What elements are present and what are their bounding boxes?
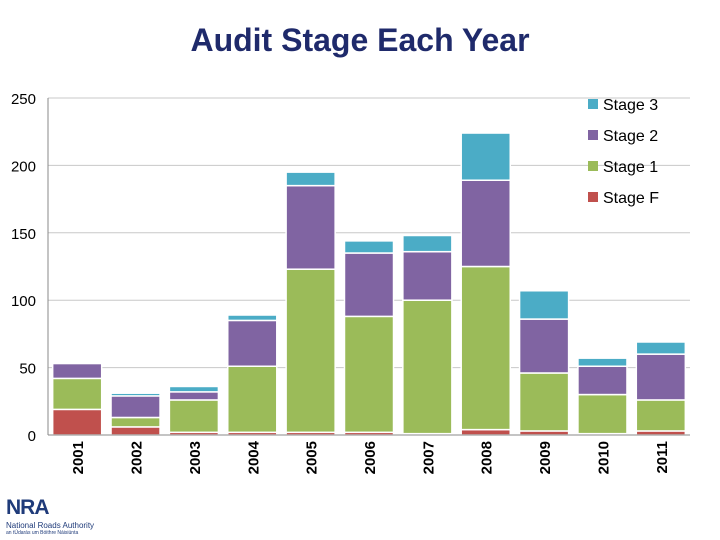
bar-segment-2004-stage-2 bbox=[227, 319, 278, 368]
x-tick-label: 2006 bbox=[362, 441, 379, 474]
x-tick-labels: 2001 2002 2003 2004 2005 2006 2007 2008 2009 2010… bbox=[70, 440, 671, 474]
bar-segment-2007-stage-2 bbox=[402, 250, 453, 301]
bar-segment-2010-stage-3 bbox=[577, 357, 628, 368]
x-tick-label: 2011 bbox=[654, 441, 671, 474]
legend-label: Stage F bbox=[603, 190, 659, 207]
bar-segment-2001-stage-1 bbox=[51, 377, 103, 411]
legend-swatch-stage-2 bbox=[588, 130, 598, 140]
y-tick-label: 150 bbox=[11, 226, 36, 243]
bar-segment-2003-stage-1 bbox=[168, 399, 220, 434]
bar-segment-2005-stage-2 bbox=[285, 184, 336, 270]
legend-label: Stage 1 bbox=[603, 159, 658, 176]
bar-segment-2001-stage-f bbox=[51, 408, 103, 436]
x-tick-label: 2008 bbox=[479, 441, 496, 474]
bar-segment-2004-stage-3 bbox=[227, 314, 278, 322]
y-tick-label: 250 bbox=[11, 91, 36, 108]
bar-segment-2007-stage-3 bbox=[402, 234, 453, 253]
bar-segment-2002-stage-3 bbox=[110, 392, 161, 397]
x-tick-label: 2001 bbox=[70, 441, 87, 474]
legend-label: Stage 2 bbox=[603, 128, 658, 145]
bar-segment-2006-stage-2 bbox=[343, 252, 395, 318]
y-tick-label: 200 bbox=[11, 158, 36, 175]
legend-swatch-stage-f bbox=[588, 192, 598, 202]
bar-segment-2006-stage-1 bbox=[343, 315, 395, 434]
bar-segment-2001-stage-2 bbox=[51, 362, 103, 380]
x-tick-label: 2010 bbox=[595, 441, 612, 474]
bar-segment-2008-stage-1 bbox=[460, 265, 511, 431]
bar-segment-2008-stage-2 bbox=[460, 179, 511, 268]
bar-segment-2005-stage-3 bbox=[285, 171, 336, 187]
logo-subtitle: National Roads Authority bbox=[6, 521, 95, 530]
bar-segment-2009-stage-3 bbox=[518, 290, 570, 320]
bars bbox=[51, 132, 687, 436]
bar-segment-2008-stage-f bbox=[460, 428, 511, 436]
y-tick-label: 100 bbox=[11, 293, 36, 310]
bar-segment-2006-stage-3 bbox=[343, 240, 395, 254]
bar-segment-2002-stage-2 bbox=[110, 395, 161, 419]
x-tick-label: 2007 bbox=[420, 441, 437, 474]
bar-segment-2008-stage-3 bbox=[460, 132, 511, 181]
axes bbox=[47, 98, 690, 436]
bar-segment-2009-stage-1 bbox=[518, 372, 570, 432]
bar-segment-2003-stage-2 bbox=[168, 391, 220, 401]
x-tick-label: 2004 bbox=[245, 440, 262, 474]
bar-segment-2005-stage-1 bbox=[285, 268, 336, 434]
bar-segment-2002-stage-1 bbox=[110, 416, 161, 428]
bar-segment-2003-stage-3 bbox=[168, 385, 220, 393]
legend-swatch-stage-3 bbox=[588, 99, 598, 109]
bar-segment-2010-stage-1 bbox=[577, 393, 628, 435]
nra-logo: NRA National Roads Authority an tÚdarás … bbox=[2, 496, 102, 536]
x-tick-label: 2003 bbox=[187, 441, 204, 474]
chart-title: Audit Stage Each Year bbox=[190, 22, 530, 58]
legend: Stage 3 Stage 2 Stage 1 Stage F bbox=[588, 97, 659, 207]
bar-segment-2002-stage-f bbox=[110, 426, 161, 436]
bar-segment-2011-stage-2 bbox=[635, 353, 687, 401]
bar-segment-2004-stage-1 bbox=[227, 365, 278, 434]
bar-segment-2009-stage-2 bbox=[518, 318, 570, 374]
logo-tagline: an tÚdarás um Bóithre Náisiúnta bbox=[6, 530, 79, 536]
x-tick-label: 2009 bbox=[537, 441, 554, 474]
y-tick-labels: 0 50 100 150 200 250 bbox=[11, 91, 36, 445]
legend-label: Stage 3 bbox=[603, 97, 658, 114]
bar-segment-2011-stage-1 bbox=[635, 399, 687, 432]
logo-name: NRA bbox=[6, 496, 49, 519]
bar-segment-2011-stage-3 bbox=[635, 341, 687, 355]
y-tick-label: 50 bbox=[19, 361, 36, 378]
bar-segment-2007-stage-1 bbox=[402, 299, 453, 435]
y-tick-label: 0 bbox=[28, 428, 36, 445]
legend-swatch-stage-1 bbox=[588, 161, 598, 171]
x-tick-label: 2005 bbox=[304, 441, 321, 474]
bar-segment-2010-stage-2 bbox=[577, 365, 628, 396]
x-tick-label: 2002 bbox=[129, 441, 146, 474]
